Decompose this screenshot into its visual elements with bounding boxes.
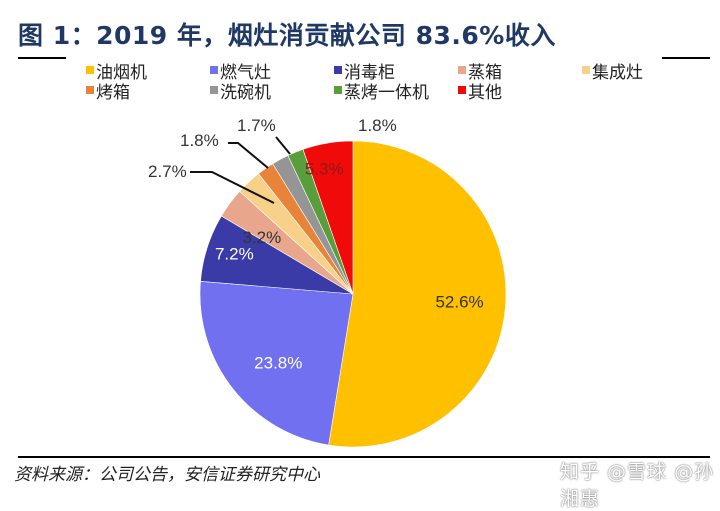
- legend-swatch: [334, 66, 342, 74]
- legend-item: 集成灶: [582, 60, 706, 83]
- title-rule-right: [662, 57, 710, 59]
- legend-swatch: [582, 66, 590, 74]
- leader-line: [190, 171, 275, 204]
- legend-label: 集成灶: [592, 62, 643, 83]
- data-label: 1.8%: [180, 131, 219, 150]
- legend-swatch: [334, 86, 342, 94]
- legend-item: 消毒柜: [334, 60, 458, 83]
- legend-item: 燃气灶: [210, 60, 334, 83]
- leader-line: [275, 136, 291, 155]
- source-rule: [18, 456, 710, 458]
- legend-item: 烤箱: [86, 80, 210, 103]
- data-label: 7.2%: [215, 245, 254, 264]
- data-label: 2.7%: [148, 162, 187, 181]
- data-label: 1.8%: [358, 116, 397, 135]
- legend-item: 蒸烤一体机: [334, 80, 458, 103]
- data-label: 23.8%: [254, 353, 302, 372]
- legend-label: 蒸箱: [468, 62, 502, 83]
- legend-swatch: [458, 66, 466, 74]
- chart-title: 图 1：2019 年，烟灶消贡献公司 83.6%收入: [18, 21, 556, 50]
- legend-swatch: [210, 86, 218, 94]
- leader-line: [228, 142, 269, 169]
- legend-swatch: [86, 66, 94, 74]
- legend-label: 蒸烤一体机: [344, 82, 429, 103]
- data-label: 5.3%: [305, 159, 344, 178]
- legend-swatch: [458, 86, 466, 94]
- legend-row: 烤箱 洗碗机 蒸烤一体机 其他: [86, 80, 706, 103]
- legend-item: 洗碗机: [210, 80, 334, 103]
- data-label: 3.2%: [243, 228, 282, 247]
- source-note: 资料来源：公司公告，安信证券研究中心: [14, 465, 320, 485]
- pie-slice: [328, 140, 507, 448]
- legend: 油烟机 燃气灶 消毒柜 蒸箱 集成灶烤箱 洗碗机 蒸烤一体机 其他: [86, 60, 706, 103]
- legend-item: 蒸箱: [458, 60, 582, 83]
- pie-chart: 52.6% 23.8% 7.2%3.2% 2.7% 1.8% 1.8% 1.7% 5.3%: [148, 116, 507, 448]
- legend-label: 洗碗机: [220, 82, 271, 103]
- watermark: 知乎 @雪球 @孙湘惠: [560, 461, 715, 510]
- legend-item: 油烟机: [86, 60, 210, 83]
- pie-slice: [199, 280, 354, 446]
- legend-label: 燃气灶: [220, 62, 271, 83]
- legend-label: 油烟机: [96, 62, 147, 83]
- legend-row: 油烟机 燃气灶 消毒柜 蒸箱 集成灶: [86, 60, 706, 83]
- data-label: 52.6%: [435, 293, 483, 312]
- data-label: 1.7%: [237, 116, 276, 135]
- legend-item: 其他: [458, 80, 582, 103]
- legend-swatch: [210, 66, 218, 74]
- pie-slice: [302, 140, 354, 295]
- legend-label: 其他: [468, 82, 502, 103]
- legend-label: 烤箱: [96, 82, 130, 103]
- title-rule-left: [18, 57, 66, 59]
- legend-swatch: [86, 86, 94, 94]
- legend-label: 消毒柜: [344, 62, 395, 83]
